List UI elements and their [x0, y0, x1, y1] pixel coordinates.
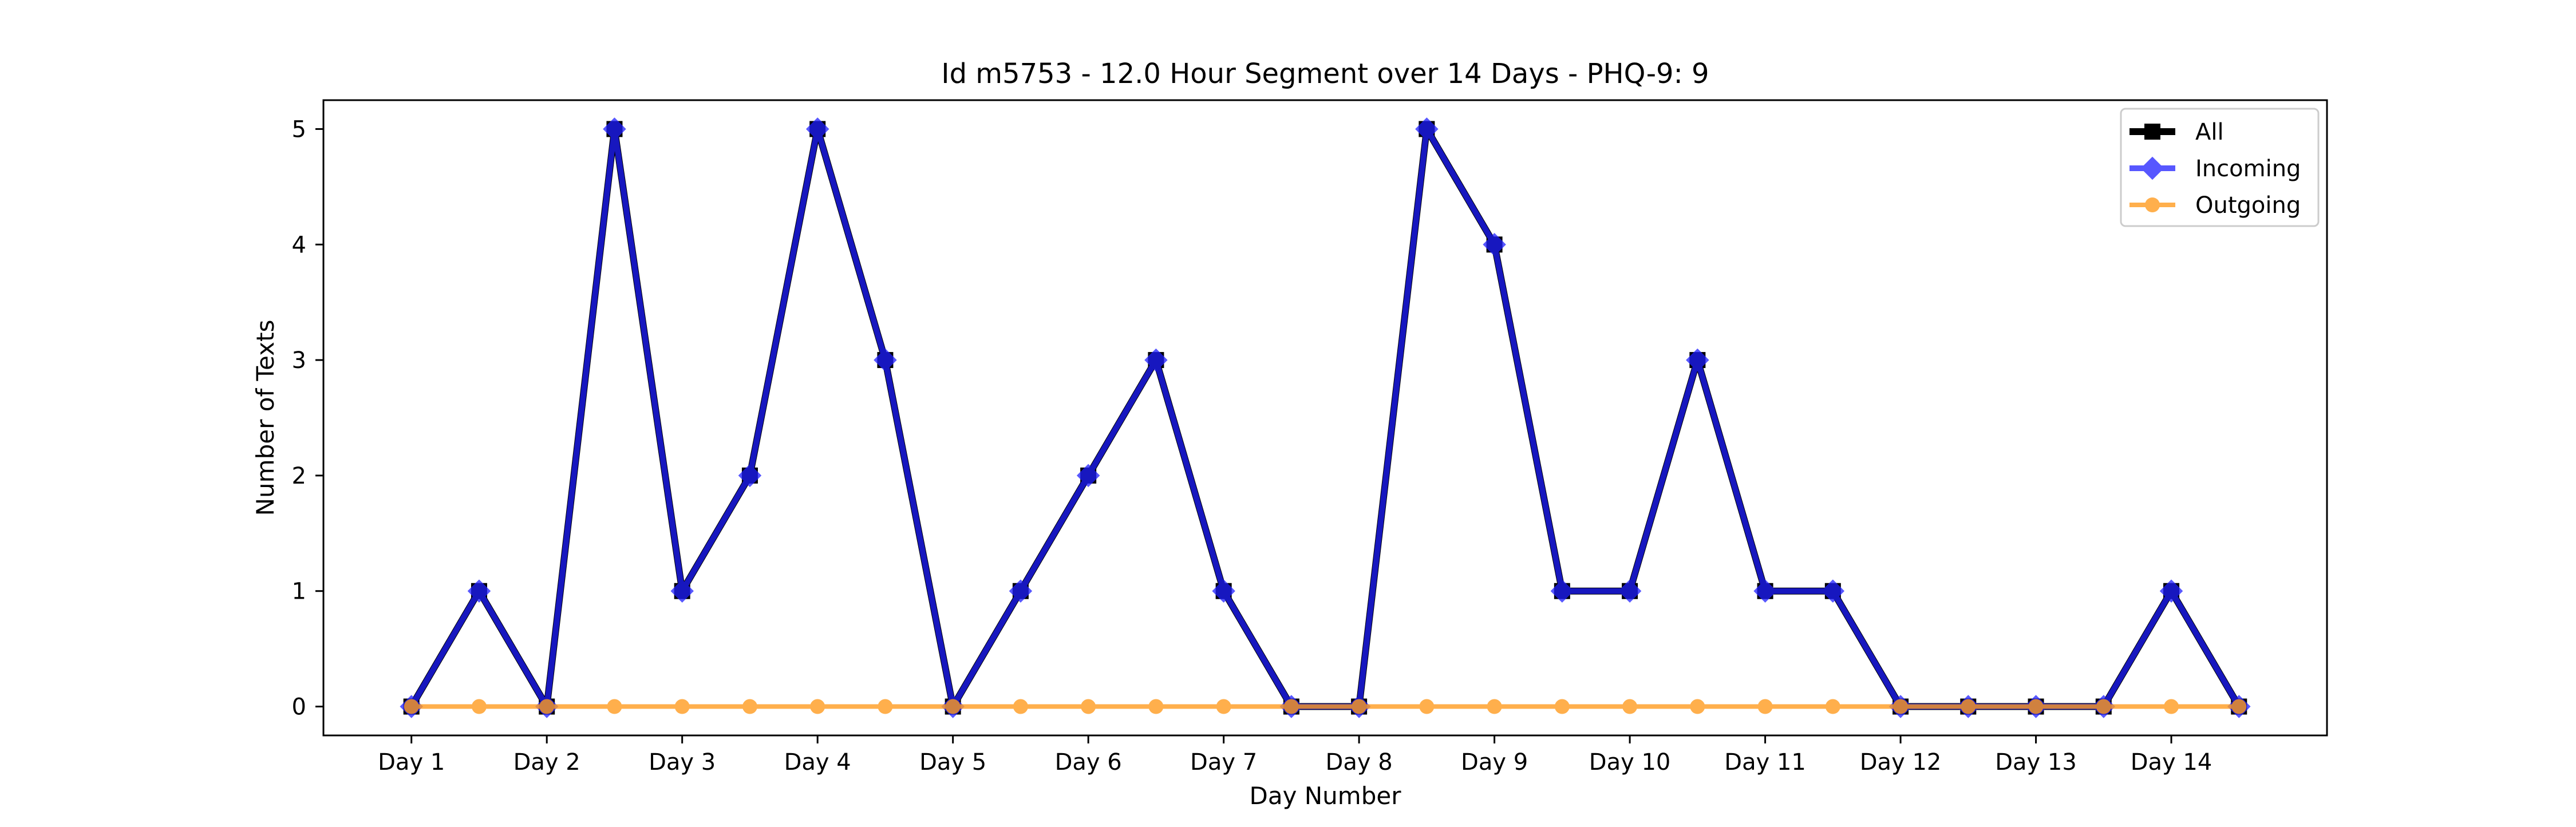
- data-point-outgoing: [2231, 699, 2247, 714]
- series-outgoing: [404, 699, 2247, 714]
- data-point-incoming: [1144, 348, 1168, 372]
- legend-label: Incoming: [2195, 156, 2301, 182]
- series-line-all: [408, 125, 2242, 710]
- chart-title: Id m5753 - 12.0 Hour Segment over 14 Day…: [941, 58, 1709, 90]
- data-point-incoming: [1753, 579, 1777, 603]
- data-point-incoming: [2159, 579, 2183, 603]
- data-point-outgoing: [810, 699, 825, 714]
- data-point-outgoing: [1283, 699, 1299, 714]
- data-point-outgoing: [1757, 699, 1773, 714]
- data-point-incoming: [1550, 579, 1574, 603]
- data-point-outgoing: [2164, 699, 2179, 714]
- data-point-incoming: [1686, 348, 1709, 372]
- x-tick-label: Day 14: [2131, 749, 2212, 775]
- data-point-incoming: [1009, 579, 1033, 603]
- y-axis-label: Number of Texts: [251, 320, 279, 516]
- data-point-incoming: [1212, 579, 1235, 603]
- series-all: [403, 121, 2247, 715]
- legend-entry: [2129, 197, 2175, 212]
- data-point-incoming: [670, 579, 694, 603]
- series-incoming: [400, 117, 2251, 718]
- legend-label: All: [2195, 119, 2224, 145]
- x-tick-label: Day 1: [378, 749, 445, 775]
- data-point-outgoing: [2096, 699, 2111, 714]
- data-point-outgoing: [674, 699, 690, 714]
- data-point-incoming: [1483, 233, 1506, 256]
- x-tick-label: Day 12: [1860, 749, 1942, 775]
- data-point-outgoing: [1081, 699, 1096, 714]
- series-line-incoming: [409, 126, 2242, 710]
- x-tick-label: Day 13: [1995, 749, 2077, 775]
- data-point-outgoing: [1690, 699, 1705, 714]
- x-tick-label: Day 7: [1190, 749, 1257, 775]
- data-point-outgoing: [1013, 699, 1028, 714]
- data-point-outgoing: [1825, 699, 1840, 714]
- data-point-outgoing: [1419, 699, 1435, 714]
- plot-frame: [322, 99, 2328, 737]
- data-point-incoming: [805, 117, 829, 141]
- x-tick-label: Day 4: [784, 749, 851, 775]
- x-tick-label: Day 5: [919, 749, 986, 775]
- x-tick-label: Day 6: [1055, 749, 1122, 775]
- data-point-outgoing: [1554, 699, 1570, 714]
- x-tick-label: Day 10: [1589, 749, 1671, 775]
- data-point-incoming: [738, 464, 762, 488]
- data-point-incoming: [467, 579, 491, 603]
- legend-entry: [2129, 124, 2175, 140]
- data-point-outgoing: [1961, 699, 1976, 714]
- data-point-outgoing: [1148, 699, 1164, 714]
- x-axis-label: Day Number: [1249, 782, 1401, 810]
- legend-marker: [2145, 197, 2160, 212]
- data-point-incoming: [603, 117, 626, 141]
- data-point-incoming: [874, 348, 897, 372]
- data-point-outgoing: [1622, 699, 1638, 714]
- data-point-incoming: [1618, 579, 1642, 603]
- y-tick-label: 0: [292, 694, 306, 721]
- data-point-incoming: [1415, 117, 1439, 141]
- x-tick-label: Day 2: [513, 749, 580, 775]
- data-point-outgoing: [945, 699, 961, 714]
- legend-entry: [2129, 156, 2175, 180]
- x-tick-label: Day 9: [1461, 749, 1528, 775]
- legend-box: [2120, 108, 2320, 227]
- x-tick-label: Day 11: [1724, 749, 1806, 775]
- legend-marker: [2144, 124, 2160, 140]
- data-point-outgoing: [404, 699, 419, 714]
- data-point-outgoing: [471, 699, 487, 714]
- x-tick-label: Day 3: [649, 749, 716, 775]
- y-tick-label: 5: [292, 116, 306, 143]
- data-point-incoming: [1076, 464, 1100, 488]
- data-point-outgoing: [607, 699, 622, 714]
- data-point-outgoing: [1893, 699, 1909, 714]
- y-tick-label: 1: [292, 579, 306, 605]
- data-point-outgoing: [1352, 699, 1367, 714]
- data-point-incoming: [1821, 579, 1845, 603]
- y-tick-label: 3: [292, 347, 306, 374]
- data-point-outgoing: [2028, 699, 2044, 714]
- data-point-outgoing: [539, 699, 555, 714]
- y-tick-label: 4: [292, 232, 306, 258]
- legend-marker: [2140, 156, 2164, 180]
- data-point-outgoing: [1216, 699, 1231, 714]
- data-point-outgoing: [742, 699, 757, 714]
- x-tick-label: Day 8: [1326, 749, 1393, 775]
- legend-label: Outgoing: [2195, 192, 2301, 219]
- y-tick-label: 2: [292, 463, 306, 489]
- data-point-outgoing: [1487, 699, 1502, 714]
- data-point-outgoing: [878, 699, 893, 714]
